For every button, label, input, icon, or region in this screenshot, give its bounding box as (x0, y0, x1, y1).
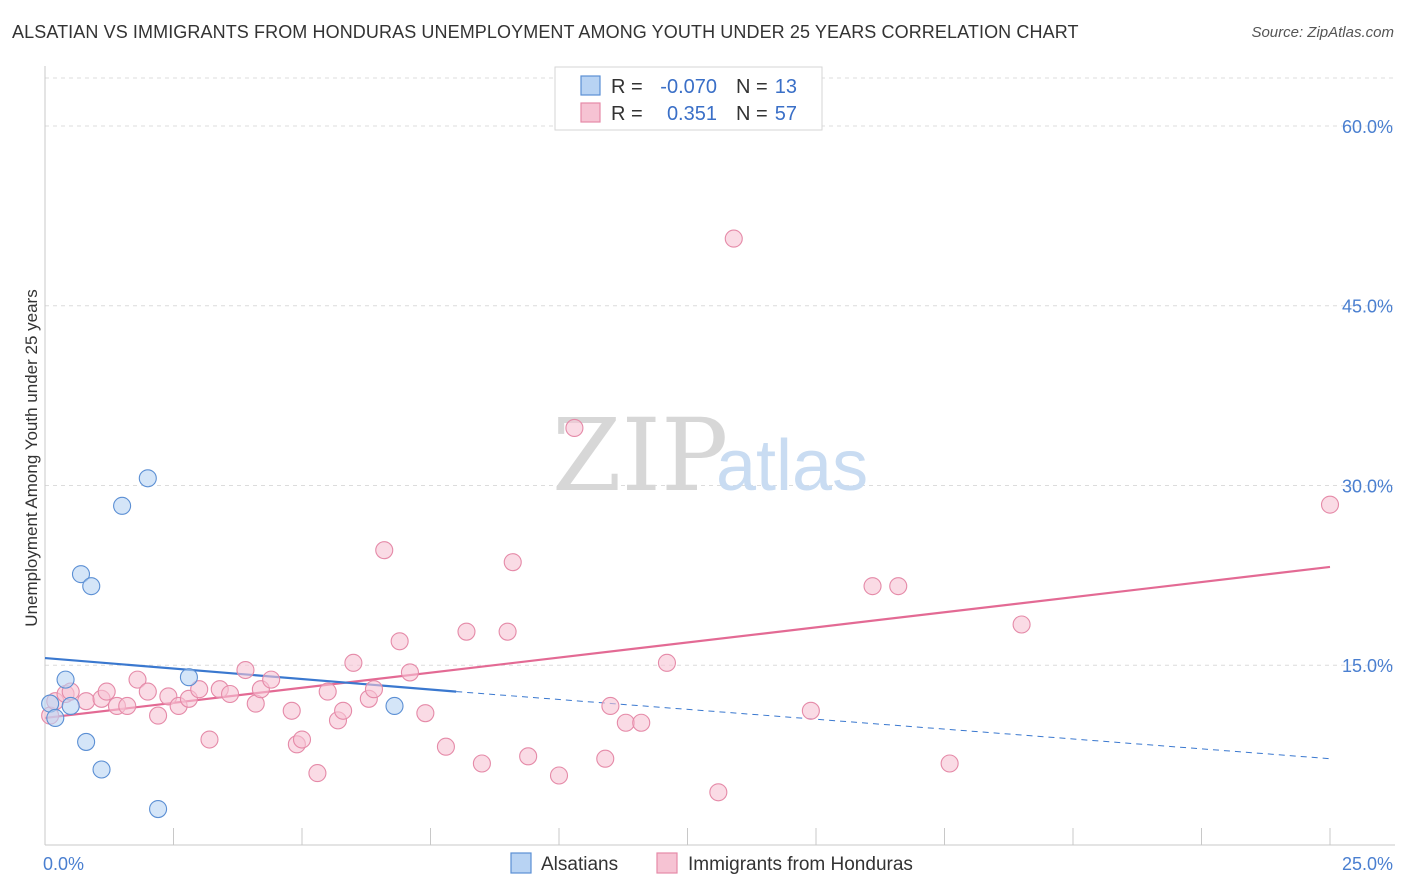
point-alsatians-3 (61, 696, 80, 716)
point-honduras-23 (282, 701, 301, 720)
point-honduras-16 (200, 730, 219, 749)
data-points (41, 229, 1340, 819)
y-axis-title: Unemployment Among Youth under 25 years (22, 289, 41, 626)
watermark-atlas: atlas (716, 426, 868, 506)
y-tick-label-2: 45.0% (1342, 297, 1393, 317)
point-honduras-41 (503, 553, 522, 572)
legend-n-label-2: N = (736, 103, 768, 125)
point-honduras-25 (292, 730, 312, 749)
point-honduras-55 (940, 754, 959, 773)
point-alsatians-6 (82, 577, 101, 596)
point-honduras-9 (128, 670, 147, 689)
point-honduras-8 (118, 696, 137, 716)
point-honduras-19 (236, 660, 255, 680)
legend-swatch-honduras (580, 102, 601, 123)
point-alsatians-1 (46, 708, 65, 728)
point-honduras-56 (1012, 615, 1031, 634)
point-alsatians-8 (113, 496, 132, 515)
y-tick-label-0: 15.0% (1342, 656, 1393, 676)
point-honduras-45 (596, 749, 615, 768)
point-honduras-53 (863, 577, 882, 596)
point-honduras-6 (97, 682, 116, 701)
trend-lines (44, 565, 1331, 760)
point-honduras-32 (364, 680, 384, 699)
correlation-legend: R = -0.070 N = 13 R = 0.351 N = 57 (554, 66, 823, 131)
x-tick-label-0: 0.0% (43, 854, 84, 874)
legend-r-value-2: 0.351 (667, 103, 717, 125)
point-honduras-27 (318, 682, 337, 701)
point-honduras-40 (498, 622, 517, 641)
legend-n-value-1: 13 (775, 76, 797, 98)
point-alsatians-5 (77, 732, 96, 751)
axes (44, 66, 1395, 846)
trend-line-alsatians-extension (456, 691, 1331, 760)
point-honduras-42 (519, 747, 538, 766)
point-alsatians-7 (92, 760, 111, 779)
source-label: Source: ZipAtlas.com (1251, 24, 1394, 41)
legend-r-label-2: R = (611, 103, 643, 125)
point-honduras-51 (724, 229, 743, 248)
point-honduras-49 (657, 653, 676, 672)
point-honduras-48 (632, 713, 651, 732)
point-alsatians-4 (71, 565, 91, 584)
point-honduras-47 (616, 713, 635, 732)
y-tick-label-3: 60.0% (1342, 117, 1393, 137)
watermark: ZIP atlas (552, 397, 868, 514)
point-alsatians-9 (138, 469, 157, 488)
bottom-legend-alsatians: Alsatians (541, 854, 618, 875)
watermark-zip: ZIP (552, 397, 728, 514)
point-honduras-39 (472, 754, 491, 773)
legend-r-label-1: R = (611, 76, 643, 98)
bottom-legend-swatch-honduras (656, 852, 678, 874)
point-alsatians-2 (56, 670, 75, 689)
point-honduras-34 (390, 632, 409, 651)
gridlines (45, 77, 1395, 666)
chart-title: ALSATIAN VS IMMIGRANTS FROM HONDURAS UNE… (12, 22, 1079, 42)
point-honduras-18 (220, 684, 240, 704)
point-honduras-26 (308, 764, 327, 783)
legend-swatch-alsatians (580, 75, 601, 96)
point-honduras-50 (709, 783, 728, 802)
point-honduras-4 (77, 692, 96, 711)
point-honduras-15 (190, 680, 209, 699)
legend-n-value-2: 57 (775, 103, 797, 125)
y-tick-labels: 15.0% 30.0% 45.0% 60.0% (1342, 117, 1393, 676)
point-honduras-37 (436, 737, 455, 756)
bottom-legend-swatch-alsatians (510, 852, 532, 874)
point-honduras-11 (149, 706, 168, 725)
x-tick-label-1: 25.0% (1342, 854, 1393, 874)
x-tick-labels: 0.0% 25.0% (43, 854, 1393, 874)
point-honduras-36 (416, 704, 435, 723)
point-honduras-54 (889, 577, 908, 596)
point-honduras-44 (565, 418, 584, 437)
point-honduras-46 (601, 696, 620, 716)
bottom-legend-honduras: Immigrants from Honduras (688, 854, 913, 875)
y-tick-label-1: 30.0% (1342, 476, 1393, 496)
point-honduras-10 (138, 682, 157, 701)
point-honduras-38 (457, 622, 476, 641)
point-honduras-43 (549, 766, 569, 785)
point-honduras-57 (1320, 495, 1340, 514)
point-honduras-29 (334, 701, 353, 720)
point-alsatians-12 (385, 696, 404, 716)
point-alsatians-10 (149, 799, 168, 819)
legend-r-value-1: -0.070 (660, 76, 717, 98)
legend-n-label-1: N = (736, 76, 768, 98)
point-alsatians-11 (179, 668, 198, 687)
point-honduras-22 (262, 670, 281, 689)
point-honduras-30 (344, 653, 363, 672)
series-legend: Alsatians Immigrants from Honduras (510, 852, 913, 875)
point-honduras-52 (801, 701, 820, 720)
point-honduras-35 (400, 663, 419, 682)
point-honduras-33 (375, 541, 394, 560)
